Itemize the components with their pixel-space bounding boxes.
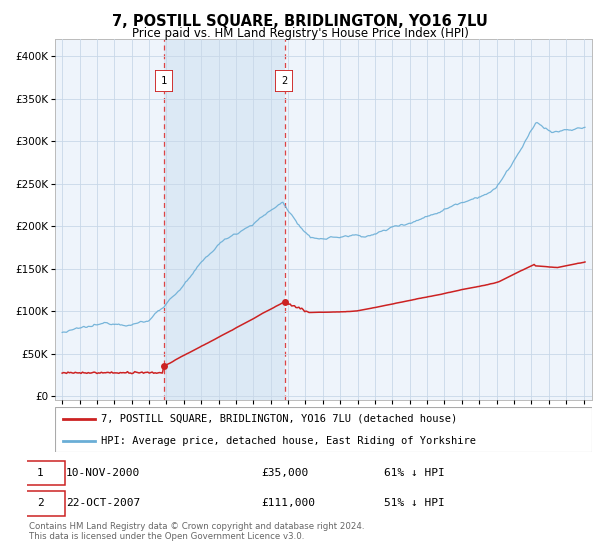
Text: 7, POSTILL SQUARE, BRIDLINGTON, YO16 7LU: 7, POSTILL SQUARE, BRIDLINGTON, YO16 7LU: [112, 14, 488, 29]
FancyBboxPatch shape: [16, 460, 65, 486]
Text: £35,000: £35,000: [262, 468, 308, 478]
Text: Contains HM Land Registry data © Crown copyright and database right 2024.
This d: Contains HM Land Registry data © Crown c…: [29, 522, 364, 542]
FancyBboxPatch shape: [55, 407, 592, 452]
FancyBboxPatch shape: [275, 71, 293, 92]
Text: 1: 1: [37, 468, 44, 478]
Text: 61% ↓ HPI: 61% ↓ HPI: [384, 468, 445, 478]
Text: 7, POSTILL SQUARE, BRIDLINGTON, YO16 7LU (detached house): 7, POSTILL SQUARE, BRIDLINGTON, YO16 7LU…: [101, 414, 457, 424]
FancyBboxPatch shape: [155, 71, 173, 92]
Text: 2: 2: [281, 76, 287, 86]
Text: 22-OCT-2007: 22-OCT-2007: [66, 498, 140, 508]
Text: 1: 1: [160, 76, 167, 86]
Text: 2: 2: [37, 498, 44, 508]
Text: 51% ↓ HPI: 51% ↓ HPI: [384, 498, 445, 508]
Bar: [164, 39, 285, 400]
Text: £111,000: £111,000: [262, 498, 316, 508]
Text: Price paid vs. HM Land Registry's House Price Index (HPI): Price paid vs. HM Land Registry's House …: [131, 27, 469, 40]
Text: 10-NOV-2000: 10-NOV-2000: [66, 468, 140, 478]
Text: HPI: Average price, detached house, East Riding of Yorkshire: HPI: Average price, detached house, East…: [101, 436, 476, 446]
FancyBboxPatch shape: [16, 491, 65, 516]
